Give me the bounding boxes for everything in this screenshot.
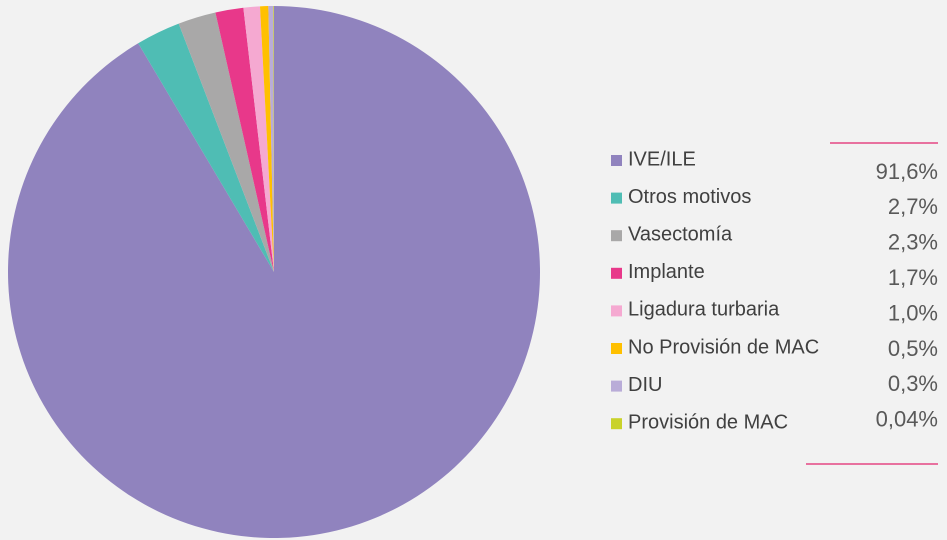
value-label: 2,3% <box>888 230 938 255</box>
pie-slice <box>268 6 274 273</box>
legend-swatch <box>611 418 622 430</box>
pie-slice <box>178 12 274 272</box>
pie-slice <box>243 6 274 273</box>
legend-swatch <box>611 155 622 166</box>
legend-swatch <box>611 380 622 392</box>
value-label: 1,7% <box>888 265 938 290</box>
legend-label: Provisión de MAC <box>628 411 788 433</box>
legend-swatch <box>611 192 622 204</box>
value-label: 2,7% <box>888 194 938 219</box>
legend-label: Implante <box>628 261 705 283</box>
legend-label: Otros motivos <box>628 186 751 208</box>
legend-swatch <box>611 267 622 279</box>
value-label: 1,0% <box>888 300 938 325</box>
legend-label: Vasectomía <box>628 223 733 245</box>
legend-label: No Provisión de MAC <box>628 336 819 358</box>
pie-slice <box>259 6 274 273</box>
value-label: 0,5% <box>888 336 938 361</box>
legend-swatch <box>611 230 622 242</box>
value-label: 0,04% <box>876 407 938 432</box>
value-label: 91,6% <box>876 159 938 184</box>
legend-label: DIU <box>628 374 662 396</box>
legend-label: Ligadura turbaria <box>628 299 780 321</box>
legend-swatch <box>611 305 622 317</box>
pie-slice <box>8 6 540 539</box>
pie-slice <box>215 7 274 272</box>
legend-swatch <box>611 343 622 354</box>
pie-slice <box>138 23 274 273</box>
value-label: 0,3% <box>888 371 938 396</box>
legend-label: IVE/ILE <box>628 148 696 170</box>
pie-slice <box>273 6 274 272</box>
